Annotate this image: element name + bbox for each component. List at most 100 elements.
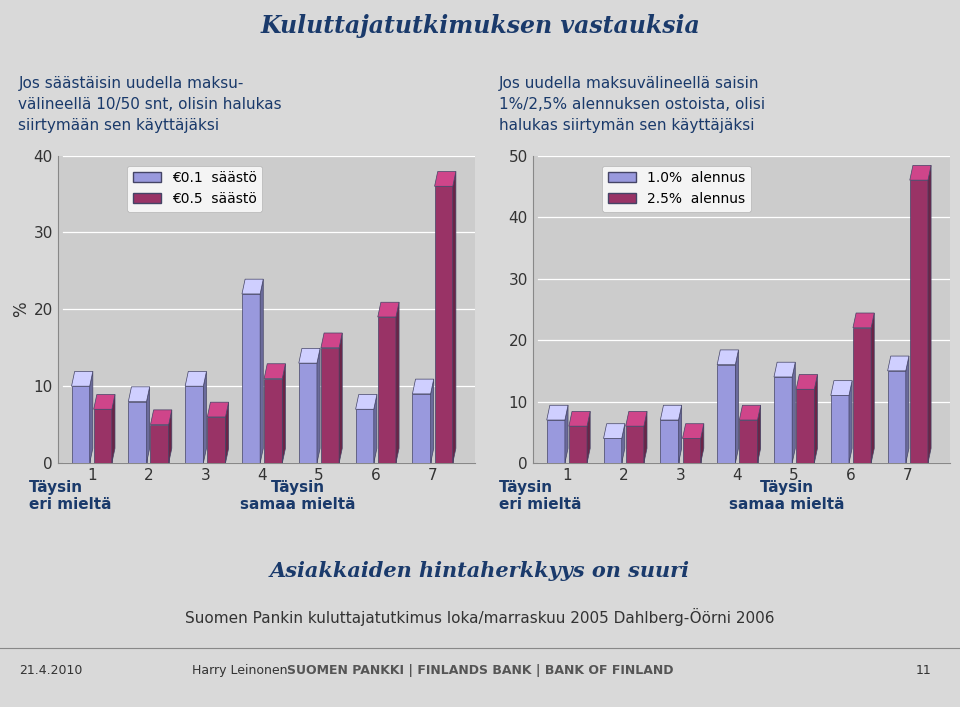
Polygon shape xyxy=(774,362,795,377)
Bar xyxy=(888,370,906,463)
Bar xyxy=(242,294,260,463)
Bar xyxy=(94,409,112,463)
Polygon shape xyxy=(339,333,343,463)
Polygon shape xyxy=(129,387,150,402)
Bar xyxy=(774,377,792,463)
Polygon shape xyxy=(94,395,115,409)
Polygon shape xyxy=(853,313,875,328)
Polygon shape xyxy=(683,423,704,438)
Bar xyxy=(547,420,564,463)
Text: SUOMEN PANKKI | FINLANDS BANK | BANK OF FINLAND: SUOMEN PANKKI | FINLANDS BANK | BANK OF … xyxy=(287,664,673,677)
Polygon shape xyxy=(604,423,625,438)
Polygon shape xyxy=(204,371,206,463)
Polygon shape xyxy=(435,172,456,186)
Polygon shape xyxy=(735,350,738,463)
Polygon shape xyxy=(282,363,285,463)
Polygon shape xyxy=(871,313,875,463)
Bar xyxy=(569,426,588,463)
Polygon shape xyxy=(830,380,852,395)
Bar xyxy=(378,317,396,463)
Bar xyxy=(830,395,849,463)
Polygon shape xyxy=(317,349,320,463)
Bar xyxy=(660,420,679,463)
Bar xyxy=(71,386,89,463)
Legend: €0.1  säästö, €0.5  säästö: €0.1 säästö, €0.5 säästö xyxy=(127,165,262,211)
Polygon shape xyxy=(378,302,399,317)
Polygon shape xyxy=(299,349,320,363)
Polygon shape xyxy=(431,379,434,463)
Polygon shape xyxy=(321,333,343,348)
Polygon shape xyxy=(147,387,150,463)
Polygon shape xyxy=(89,371,93,463)
Bar xyxy=(796,390,814,463)
Text: Täysin
eri mieltä: Täysin eri mieltä xyxy=(29,480,111,512)
Polygon shape xyxy=(660,405,682,420)
Polygon shape xyxy=(928,165,931,463)
Bar xyxy=(129,402,147,463)
Polygon shape xyxy=(453,172,456,463)
Text: Asiakkaiden hintaherkkyys on suuri: Asiakkaiden hintaherkkyys on suuri xyxy=(270,561,690,580)
Polygon shape xyxy=(888,356,909,370)
Text: Jos säästäisin uudella maksu-
välineellä 10/50 snt, olisin halukas
siirtymään se: Jos säästäisin uudella maksu- välineellä… xyxy=(18,76,282,133)
Polygon shape xyxy=(564,405,568,463)
Polygon shape xyxy=(814,375,818,463)
Text: Suomen Pankin kuluttajatutkimus loka/marraskuu 2005 Dahlberg-Öörni 2006: Suomen Pankin kuluttajatutkimus loka/mar… xyxy=(185,608,775,626)
Bar xyxy=(299,363,317,463)
Text: Kuluttajatutkimuksen vastauksia: Kuluttajatutkimuksen vastauksia xyxy=(260,14,700,38)
Bar xyxy=(910,180,928,463)
Polygon shape xyxy=(569,411,590,426)
Bar xyxy=(413,394,431,463)
Text: Harry Leinonen: Harry Leinonen xyxy=(192,664,287,677)
Bar xyxy=(264,378,282,463)
Bar xyxy=(717,365,735,463)
Polygon shape xyxy=(644,411,647,463)
Polygon shape xyxy=(355,395,377,409)
Polygon shape xyxy=(396,302,399,463)
Bar xyxy=(207,417,226,463)
Polygon shape xyxy=(264,363,285,378)
Polygon shape xyxy=(717,350,738,365)
Bar xyxy=(739,420,757,463)
Polygon shape xyxy=(373,395,377,463)
Polygon shape xyxy=(207,402,228,417)
Polygon shape xyxy=(169,410,172,463)
Polygon shape xyxy=(547,405,568,420)
Bar xyxy=(853,328,871,463)
Polygon shape xyxy=(701,423,704,463)
Polygon shape xyxy=(796,375,818,390)
Polygon shape xyxy=(151,410,172,425)
Polygon shape xyxy=(739,405,760,420)
Bar xyxy=(355,409,373,463)
Polygon shape xyxy=(622,423,625,463)
Bar xyxy=(626,426,644,463)
Polygon shape xyxy=(260,279,263,463)
Bar xyxy=(435,186,453,463)
Polygon shape xyxy=(679,405,682,463)
Polygon shape xyxy=(757,405,760,463)
Polygon shape xyxy=(910,165,931,180)
Polygon shape xyxy=(792,362,795,463)
Text: 11: 11 xyxy=(916,664,931,677)
Bar xyxy=(185,386,204,463)
Polygon shape xyxy=(226,402,228,463)
Polygon shape xyxy=(242,279,263,294)
Bar xyxy=(683,438,701,463)
Polygon shape xyxy=(849,380,852,463)
Text: Täysin
samaa mieltä: Täysin samaa mieltä xyxy=(240,480,355,512)
Polygon shape xyxy=(906,356,909,463)
Text: Täysin
samaa mieltä: Täysin samaa mieltä xyxy=(730,480,845,512)
Text: Täysin
eri mieltä: Täysin eri mieltä xyxy=(499,480,582,512)
Text: Jos uudella maksuvälineellä saisin
1%/2,5% alennuksen ostoista, olisi
halukas si: Jos uudella maksuvälineellä saisin 1%/2,… xyxy=(499,76,765,133)
Legend: 1.0%  alennus, 2.5%  alennus: 1.0% alennus, 2.5% alennus xyxy=(602,165,751,211)
Polygon shape xyxy=(588,411,590,463)
Bar xyxy=(321,348,339,463)
Polygon shape xyxy=(71,371,93,386)
Polygon shape xyxy=(185,371,206,386)
Text: 21.4.2010: 21.4.2010 xyxy=(19,664,83,677)
Polygon shape xyxy=(413,379,434,394)
Bar xyxy=(151,425,169,463)
Polygon shape xyxy=(112,395,115,463)
Y-axis label: %: % xyxy=(12,301,31,317)
Bar xyxy=(604,438,622,463)
Polygon shape xyxy=(626,411,647,426)
